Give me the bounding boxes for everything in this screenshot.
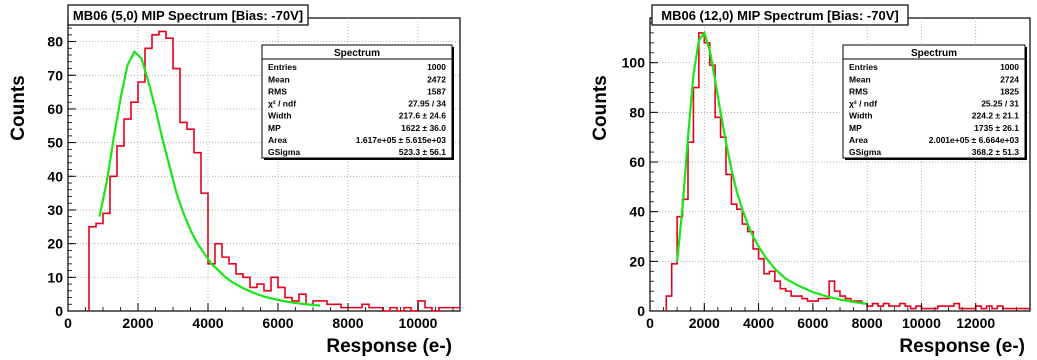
stats-box [842, 44, 1026, 159]
x-tick-label: 4000 [743, 315, 774, 331]
stats-row-label: RMS [849, 86, 868, 96]
y-tick-label: 70 [47, 67, 63, 83]
stats-row-value: 1000 [1000, 62, 1019, 72]
x-tick-label: 12000 [956, 315, 995, 331]
y-tick-label: 60 [629, 154, 645, 170]
stats-row-value: 2.001e+05 ± 6.664e+03 [929, 135, 1019, 145]
stats-box [261, 44, 453, 159]
y-tick-label: 20 [629, 253, 645, 269]
stats-row-label: MP [268, 123, 281, 133]
stats-header: Spectrum [911, 48, 957, 59]
histogram-series [665, 32, 1030, 311]
chart-panel-2: 0 2000 4000 6000 8000 10000 12000 0 20 40 60 80 100 R… [590, 4, 1031, 357]
stats-row-value: 27.95 / 34 [408, 99, 446, 109]
title-box [651, 4, 909, 26]
stats-row-value: 217.6 ± 24.6 [399, 111, 446, 121]
stats-row-label: Width [849, 111, 873, 121]
x-tick-label: 4000 [192, 315, 223, 331]
stats-row-label: Area [268, 135, 287, 145]
y-tick-label: 60 [47, 101, 63, 117]
x-tick-label: 2000 [122, 315, 153, 331]
stats-row-label: Entries [268, 62, 297, 72]
stats-row-label: χ² / ndf [268, 99, 296, 109]
x-tick-label: 2000 [689, 315, 720, 331]
y-tick-label: 0 [637, 303, 645, 319]
stats-header: Spectrum [334, 48, 380, 59]
stats-row-label: Width [268, 111, 292, 121]
stats-row-value: 1000 [427, 62, 446, 72]
y-axis-label: Counts [590, 75, 611, 140]
fit-curve [98, 49, 321, 307]
stats-row-value: 1587 [427, 86, 446, 96]
stats-row-label: Entries [849, 62, 878, 72]
stats-row-value: 368.2 ± 51.3 [972, 147, 1019, 157]
stats-row-value: 1622 ± 36.0 [401, 123, 446, 133]
y-tick-label: 30 [47, 202, 63, 218]
stats-row-label: RMS [268, 86, 287, 96]
y-tick-label: 40 [629, 204, 645, 220]
stats-row-value: 523.3 ± 56.1 [399, 147, 446, 157]
stats-row-value: 25.25 / 31 [981, 99, 1019, 109]
y-tick-label: 50 [47, 135, 63, 151]
x-axis-label: Response (e-) [326, 336, 452, 357]
stats-row-value: 2472 [427, 74, 446, 84]
chart-title: MB06 (5,0) MIP Spectrum [Bias: -70V] [73, 8, 303, 23]
x-axis-label: Response (e-) [899, 336, 1025, 357]
stats-row-label: χ² / ndf [849, 99, 877, 109]
y-tick-label: 80 [629, 104, 645, 120]
x-tick-label: 10000 [902, 315, 941, 331]
fit-curve [676, 30, 868, 305]
x-tick-label: 10000 [399, 315, 438, 331]
x-tick-label: 0 [64, 315, 72, 331]
stats-row-value: 224.2 ± 21.1 [972, 111, 1019, 121]
title-box [67, 4, 309, 26]
stats-row-label: Mean [268, 74, 290, 84]
stats-row-value: 2724 [1000, 74, 1019, 84]
stats-row-label: MP [849, 123, 862, 133]
y-tick-label: 20 [47, 236, 63, 252]
x-tick-label: 8000 [332, 315, 363, 331]
stats-row-value: 1.617e+05 ± 5.615e+03 [356, 135, 446, 145]
x-tick-label: 8000 [852, 315, 883, 331]
y-tick-label: 80 [47, 34, 63, 50]
y-axis-label: Counts [8, 75, 29, 140]
stats-row-label: Area [849, 135, 868, 145]
y-tick-label: 100 [622, 55, 646, 71]
x-tick-label: 6000 [797, 315, 828, 331]
y-tick-label: 10 [47, 269, 63, 285]
x-tick-label: 6000 [262, 315, 293, 331]
stats-row-label: GSigma [849, 147, 881, 157]
stats-row-label: GSigma [268, 147, 300, 157]
chart-title: MB06 (12,0) MIP Spectrum [Bias: -70V] [661, 8, 898, 23]
histogram-series [88, 30, 460, 312]
y-tick-label: 40 [47, 168, 63, 184]
stats-row-value: 1825 [1000, 86, 1019, 96]
y-tick-label: 0 [55, 303, 63, 319]
x-tick-label: 0 [646, 315, 654, 331]
stats-row-value: 1735 ± 26.1 [974, 123, 1019, 133]
stats-row-label: Mean [849, 74, 871, 84]
chart-panel-1: 0 2000 4000 6000 8000 10000 0 10 20 30 40 50 60 70 80 R… [8, 4, 461, 357]
